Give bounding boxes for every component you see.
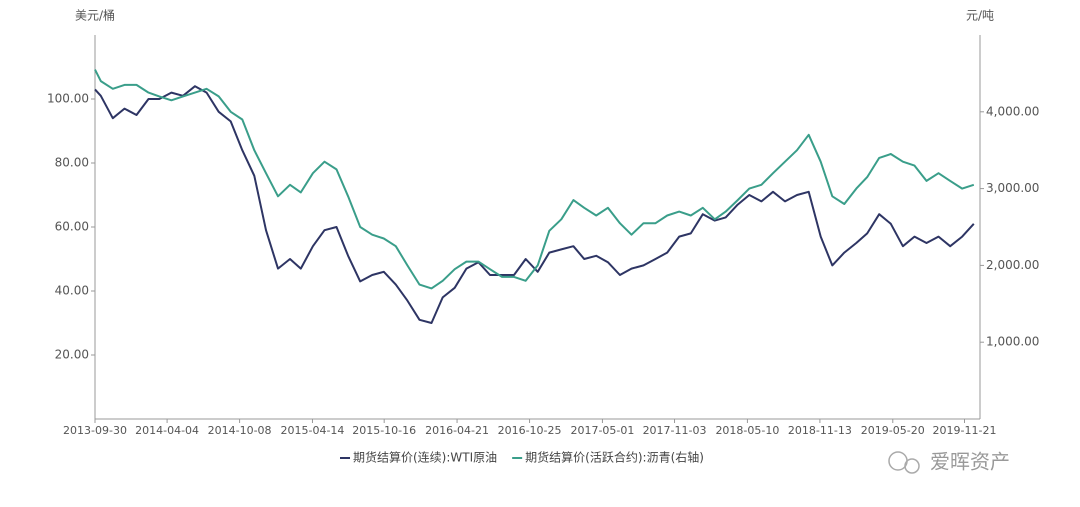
line-series (94, 69, 975, 290)
x-tick-label: 2018-11-13 (788, 424, 852, 437)
legend-label: 期货结算价(活跃合约):沥青(右轴) (525, 450, 704, 465)
y2-tick-label: 4,000.00 (986, 104, 1039, 118)
y-tick-label: 100.00 (47, 92, 89, 106)
legend-label: 期货结算价(连续):WTI原油 (353, 450, 497, 465)
y-tick-label: 20.00 (55, 348, 89, 362)
watermark: 爱晖资产 (888, 450, 1010, 474)
x-tick-label: 2018-05-10 (715, 424, 779, 437)
x-tick-label: 2015-10-16 (352, 424, 416, 437)
x-tick-label: 2013-09-30 (63, 424, 127, 437)
x-tick-label: 2019-11-21 (933, 424, 997, 437)
x-tick-label: 2014-10-08 (208, 424, 272, 437)
x-tick-label: 2016-10-25 (498, 424, 562, 437)
y-axis-title: 美元/桶 (75, 8, 115, 23)
y-tick-label: 40.00 (55, 284, 89, 298)
y2-tick-label: 3,000.00 (986, 181, 1039, 195)
y-tick-label: 60.00 (55, 220, 89, 234)
x-tick-label: 2017-05-01 (570, 424, 634, 437)
y2-tick-label: 2,000.00 (986, 258, 1039, 272)
watermark-icon (904, 458, 920, 474)
x-tick-label: 2015-04-14 (281, 424, 345, 437)
watermark-icon (888, 451, 908, 471)
y2-tick-label: 1,000.00 (986, 335, 1039, 349)
watermark-text: 爱晖资产 (930, 450, 1010, 474)
line-series (94, 85, 975, 324)
legend: 期货结算价(连续):WTI原油 期货结算价(活跃合约):沥青(右轴) (340, 450, 704, 465)
x-tick-label: 2017-11-03 (643, 424, 707, 437)
x-tick-label: 2019-05-20 (861, 424, 925, 437)
y-tick-label: 80.00 (55, 156, 89, 170)
x-tick-label: 2014-04-04 (135, 424, 199, 437)
y2-axis-title: 元/吨 (966, 9, 994, 23)
x-tick-label: 2016-04-21 (425, 424, 489, 437)
